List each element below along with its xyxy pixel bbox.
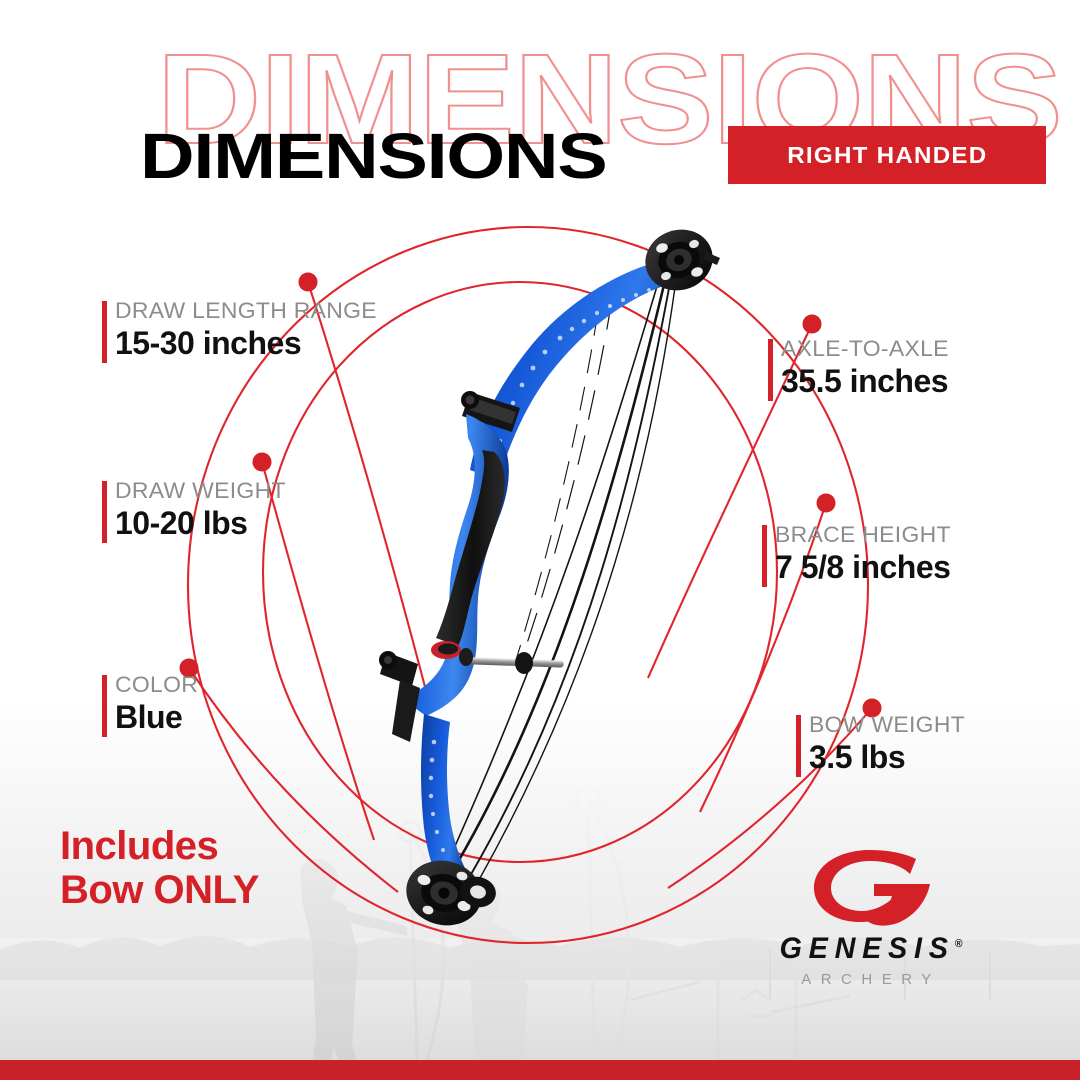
riser-rail <box>461 391 520 432</box>
spec-value: 3.5 lbs <box>809 738 906 775</box>
spec-caption: COLOR <box>115 672 199 697</box>
dot-brace-height <box>816 493 836 513</box>
brand-name: GENESIS® <box>779 932 963 965</box>
spec-draw-length-range: DRAW LENGTH RANGE 15-30 inches <box>102 298 377 364</box>
stabilizer-rod <box>459 648 564 674</box>
spec-color: COLOR Blue <box>102 672 199 738</box>
spec-caption: BRACE HEIGHT <box>775 522 951 547</box>
dot-axle-to-axle <box>802 314 822 334</box>
spec-brace-height: BRACE HEIGHT 7 5/8 inches <box>762 522 951 588</box>
spec-caption: BOW WEIGHT <box>809 712 966 737</box>
spec-caption: AXLE-TO-AXLE <box>781 336 949 361</box>
spec-value: 35.5 inches <box>781 362 949 399</box>
grip <box>436 450 505 646</box>
spec-caption: DRAW WEIGHT <box>115 478 286 503</box>
bottom-red-bar <box>0 1060 1080 1080</box>
includes-notice: Includes Bow ONLY <box>60 824 260 912</box>
upper-cam-wheel <box>645 229 720 291</box>
brand-logo: GENESIS® ARCHERY <box>742 846 1000 988</box>
spec-axle-to-axle: AXLE-TO-AXLE 35.5 inches <box>768 336 949 402</box>
upper-limb <box>470 258 684 480</box>
spec-value: Blue <box>115 698 183 735</box>
riser-logo-emblem <box>431 641 461 659</box>
dot-draw-weight <box>252 452 272 472</box>
page-title: DIMENSIONS <box>140 120 608 192</box>
riser <box>404 414 509 716</box>
includes-notice-line1: Includes <box>60 824 219 868</box>
brand-subtitle: ARCHERY <box>801 971 941 988</box>
genesis-g-swoosh-icon <box>814 850 930 926</box>
dot-draw-length-range <box>298 272 318 292</box>
spec-value: 10-20 lbs <box>115 504 248 541</box>
spec-value: 15-30 inches <box>115 324 302 361</box>
right-handed-badge: RIGHT HANDED <box>728 126 1046 184</box>
spec-draw-weight: DRAW WEIGHT 10-20 lbs <box>102 478 285 544</box>
right-handed-badge-label: RIGHT HANDED <box>786 141 988 168</box>
registered-mark: ® <box>954 938 963 950</box>
spec-caption: DRAW LENGTH RANGE <box>115 298 377 323</box>
spec-bow-weight: BOW WEIGHT 3.5 lbs <box>796 712 966 778</box>
spec-value: 7 5/8 inches <box>775 548 951 585</box>
includes-notice-line2: Bow ONLY <box>60 868 260 912</box>
